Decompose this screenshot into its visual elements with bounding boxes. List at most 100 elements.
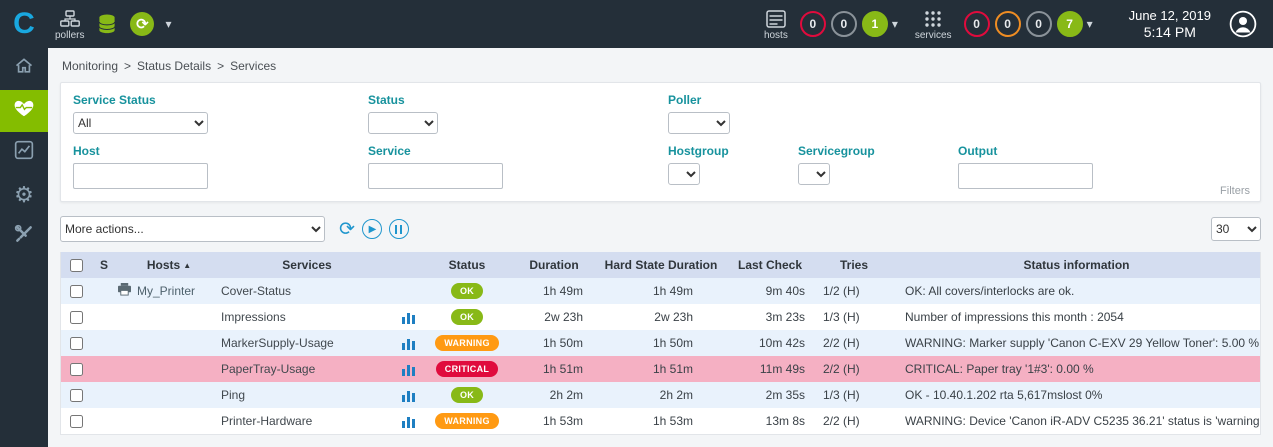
status-badge: OK <box>450 387 484 403</box>
host-link[interactable]: My_Printer <box>137 284 196 298</box>
play-glyph: ▶ <box>368 223 377 235</box>
page-size-select[interactable]: 30 <box>1211 217 1261 241</box>
service-link[interactable]: Impressions <box>221 310 286 324</box>
hard-duration-cell: 1h 53m <box>652 414 693 428</box>
sidebar-item-configuration[interactable]: ⚙ <box>0 174 48 216</box>
servicegroup-label: Servicegroup <box>798 144 875 158</box>
header-duration[interactable]: Duration <box>529 258 579 272</box>
row-checkbox[interactable] <box>70 284 83 298</box>
sidebar-item-reporting[interactable] <box>0 132 48 174</box>
row-checkbox[interactable] <box>70 336 83 350</box>
graph-icon[interactable] <box>401 337 415 350</box>
chevron-down-icon[interactable]: ▾ <box>1086 17 1093 31</box>
actions-toolbar: More actions... ⟳ ▶ 30 <box>60 216 1261 242</box>
last-check-cell: 9m 40s <box>765 284 805 298</box>
chevron-down-icon[interactable]: ▾ <box>165 17 172 31</box>
services-status-group: services 0 0 0 7 ▾ <box>908 8 1103 41</box>
hostgroup-select[interactable] <box>668 163 700 185</box>
services-icon <box>923 8 943 30</box>
header-tries[interactable]: Tries <box>839 258 869 272</box>
row-severity <box>91 330 117 356</box>
breadcrumb-separator: > <box>124 59 132 73</box>
service-input[interactable] <box>368 163 503 189</box>
hosts-up-badge[interactable]: 1 <box>861 11 888 37</box>
output-input[interactable] <box>958 163 1093 189</box>
graph-icon[interactable] <box>401 363 415 376</box>
services-unknown-badge[interactable]: 0 <box>1025 11 1052 37</box>
header-status[interactable]: Status <box>448 258 486 272</box>
services-menu[interactable]: services <box>915 8 952 41</box>
pause-icon[interactable] <box>388 219 409 239</box>
heart-pulse-icon <box>13 98 35 124</box>
servicegroup-select[interactable] <box>798 163 830 185</box>
sidebar-item-administration[interactable] <box>0 216 48 258</box>
status-badge: WARNING <box>435 413 499 429</box>
graph-icon[interactable] <box>401 415 415 428</box>
status-label: Status <box>368 93 405 107</box>
services-critical-badge[interactable]: 0 <box>963 11 990 37</box>
service-link[interactable]: Printer-Hardware <box>221 414 313 428</box>
row-checkbox[interactable] <box>70 362 83 376</box>
header-hosts[interactable]: Hosts ▲ <box>117 252 221 278</box>
hosts-menu[interactable]: hosts <box>764 8 788 41</box>
row-checkbox[interactable] <box>70 388 83 402</box>
row-checkbox[interactable] <box>70 310 83 324</box>
host-input[interactable] <box>73 163 208 189</box>
header-services[interactable]: Services <box>282 258 332 272</box>
status-info-cell: WARNING: Marker supply 'Canon C-EXV 29 Y… <box>905 336 1260 350</box>
refresh-controls: ⟳ ▶ <box>339 219 409 239</box>
last-check-cell: 10m 42s <box>758 336 805 350</box>
service-link[interactable]: PaperTray-Usage <box>221 362 316 376</box>
filters-caption: Filters <box>1220 185 1250 197</box>
status-badge: WARNING <box>435 335 499 351</box>
sidebar-item-home[interactable] <box>0 48 48 90</box>
header-last-check[interactable]: Last Check <box>737 258 803 272</box>
breadcrumb-status-details[interactable]: Status Details <box>137 59 212 73</box>
poller-state[interactable]: ⟳ <box>130 12 155 36</box>
hosts-unreachable-badge[interactable]: 0 <box>830 11 857 37</box>
service-link[interactable]: Cover-Status <box>221 284 292 298</box>
home-icon <box>14 56 34 82</box>
breadcrumb-separator: > <box>217 59 225 73</box>
chart-icon <box>14 140 34 166</box>
printer-icon <box>117 283 132 299</box>
status-select[interactable] <box>368 112 438 134</box>
refresh-icon[interactable]: ⟳ <box>339 218 355 240</box>
pollers-menu[interactable]: pollers <box>55 8 84 41</box>
centreon-logo-icon[interactable]: C <box>13 7 35 40</box>
more-actions-select[interactable]: More actions... <box>60 216 325 242</box>
service-link[interactable]: Ping <box>221 388 246 402</box>
hard-duration-cell: 1h 50m <box>652 336 693 350</box>
play-icon[interactable]: ▶ <box>361 219 382 239</box>
header-graph-col <box>393 252 423 278</box>
graph-icon[interactable] <box>401 389 415 402</box>
last-check-cell: 11m 49s <box>759 362 805 376</box>
current-date: June 12, 2019 <box>1128 8 1211 23</box>
duration-cell: 1h 53m <box>542 414 583 428</box>
duration-cell: 1h 51m <box>542 362 583 376</box>
row-checkbox[interactable] <box>70 414 83 428</box>
header-status-information[interactable]: Status information <box>1023 258 1130 272</box>
database-status[interactable] <box>98 13 116 35</box>
service-link[interactable]: MarkerSupply-Usage <box>221 336 334 350</box>
table-header-row: S Hosts ▲ Services Status Duration Hard S… <box>61 252 1260 278</box>
tries-cell: 2/2 (H) <box>823 336 860 350</box>
last-check-cell: 3m 23s <box>765 310 805 324</box>
poller-select[interactable] <box>668 112 730 134</box>
hosts-down-badge[interactable]: 0 <box>799 11 826 37</box>
services-table: S Hosts ▲ Services Status Duration Hard S… <box>60 252 1261 435</box>
user-profile-icon[interactable] <box>1229 10 1257 38</box>
services-ok-badge[interactable]: 7 <box>1056 11 1083 37</box>
sidebar-item-monitoring[interactable] <box>0 90 48 132</box>
service-status-select[interactable]: All <box>73 112 208 134</box>
row-severity <box>91 408 117 434</box>
services-warning-badge[interactable]: 0 <box>994 11 1021 37</box>
chevron-down-icon[interactable]: ▾ <box>891 17 898 31</box>
header-hard-state-duration[interactable]: Hard State Duration <box>604 258 718 272</box>
select-all-checkbox[interactable] <box>70 258 83 272</box>
breadcrumb-monitoring[interactable]: Monitoring <box>62 59 119 73</box>
tries-cell: 2/2 (H) <box>823 362 860 376</box>
hosts-status-group: hosts 0 0 1 ▾ <box>757 8 908 41</box>
graph-icon[interactable] <box>401 311 415 324</box>
breadcrumb-services[interactable]: Services <box>230 59 277 73</box>
